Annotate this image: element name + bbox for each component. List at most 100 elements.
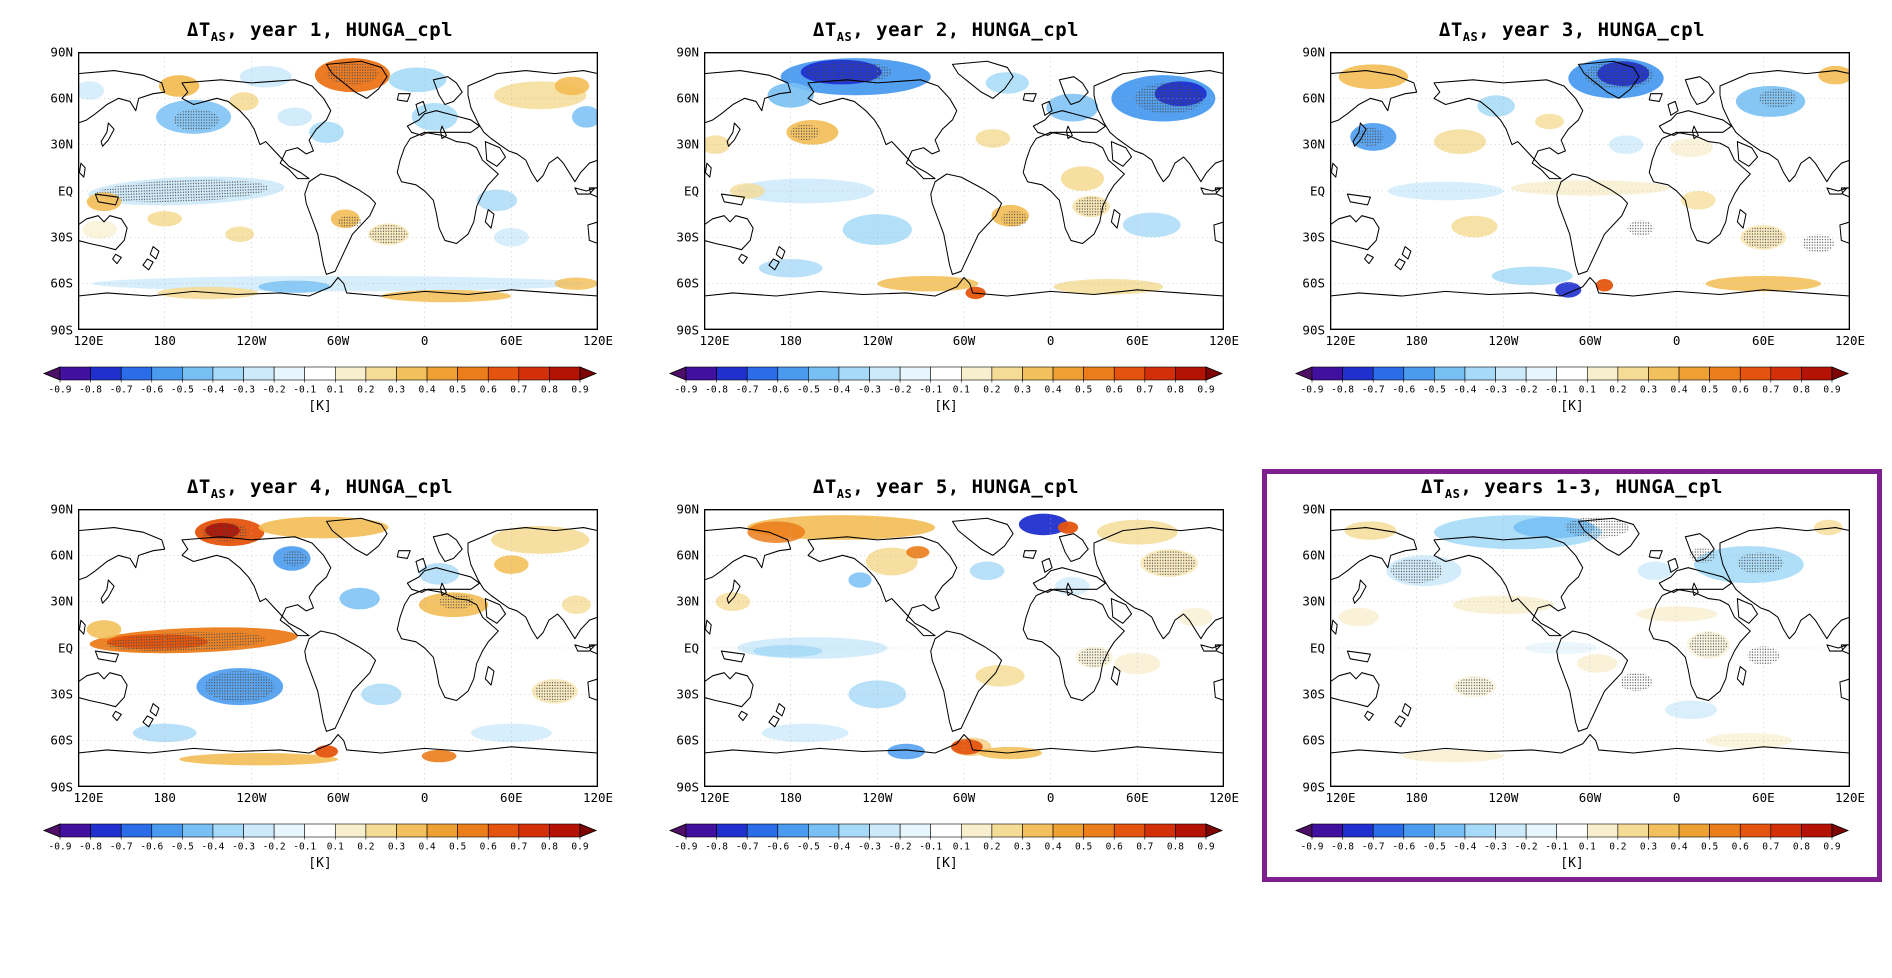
colorbar-arrow-right [1831,366,1850,381]
colorbar-segment [549,823,581,837]
anomaly-region [951,738,983,755]
lat-tick-label: 60S [1302,275,1325,291]
anomaly-region [1510,179,1670,196]
colorbar-segment [746,823,779,837]
lon-tick-label: 60E [1126,789,1149,805]
anomaly-region [1338,64,1408,89]
colorbar-segment [487,823,520,837]
panel-title: ΔTAS, year 2, HUNGA_cpl [813,19,1079,44]
map-frame [78,51,598,330]
lat-tick-label: EQ [57,640,73,656]
lat-tick-label: 60N [676,90,699,106]
map-block: 90N 60N 30N EQ 30S 60S 90S 120E 180 120W 60W 0 60E 1… [40,501,613,811]
colorbar-segment [1083,823,1115,837]
anomaly-region [1608,135,1644,154]
lat-axis: 90N 60N 30N EQ 30S 60S 90S [40,44,76,337]
anomaly-region [767,82,814,108]
lon-tick-label: 120W [1488,789,1519,805]
lon-tick-label: 180 [1405,789,1428,805]
colorbar-tick-label: 0.9 [571,841,588,852]
colorbar-segment [1052,823,1084,837]
colorbar-segment [457,366,489,381]
colorbar-segment [1495,366,1527,381]
anomaly-region [86,619,122,639]
colorbar-segment [1525,366,1558,381]
lon-tick-label: 180 [1405,332,1428,348]
colorbar-segment [457,823,489,837]
colorbar-arrow-right [1205,822,1224,838]
world-map [1330,508,1850,787]
colorbar-arrow-left [42,822,61,838]
lon-tick-label: 120W [1488,332,1519,348]
lat-tick-label: 90S [50,779,73,795]
lon-tick-label: 120W [236,789,267,805]
colorbar-segment [746,366,779,381]
grid-lines [704,51,1224,330]
unit-label: [K] [308,398,332,414]
lon-tick-label: 60W [326,332,350,348]
lat-tick-label: 30S [50,686,73,702]
colorbar-tick-label: 0.5 [1075,384,1092,395]
colorbar-segment [899,366,932,381]
lon-tick-label: 120E [1834,332,1866,348]
colorbar-segment [1113,823,1146,837]
anomaly-region [761,723,849,742]
lon-tick-label: 120E [1325,332,1356,348]
anomaly-region [1451,215,1498,238]
colorbar-tick-label: -0.5 [1423,384,1446,395]
colorbar-tick-label: -0.7 [1362,384,1385,395]
colorbar-segment [1175,366,1207,381]
colorbar-tick-label: 0.2 [1609,384,1626,395]
significance-stipple [1627,220,1654,236]
lon-tick-label: 60E [500,332,523,348]
map-block: 90N 60N 30N EQ 30S 60S 90S 120E 180 120W 60W 0 60E 1… [1292,44,1865,354]
anomaly-region [1434,129,1486,154]
colorbar-tick-label: 0.9 [1197,384,1214,395]
colorbar-tick-label: -0.2 [1515,384,1538,395]
colorbar-arrow-left [1294,822,1313,838]
lon-tick-label: 0 [1672,332,1681,348]
colorbar-segment [1648,823,1680,837]
unit-label: [K] [934,398,958,414]
colorbar-arrow-left [1294,366,1313,381]
colorbar-segment [1342,823,1374,837]
colorbar-tick-label: 0.2 [357,841,374,852]
colorbar-segment [1434,366,1466,381]
colorbar-tick-label: 0.1 [953,384,970,395]
lon-axis: 120E 180 120W 60W 0 60E 120E [1325,788,1865,808]
colorbar-tick-label: -0.9 [675,384,698,395]
significance-stipple [1584,61,1654,89]
anomaly-region [969,561,1005,580]
anomaly-region [1525,641,1598,654]
anomaly-region [314,744,338,758]
anomaly-layer [86,516,591,765]
colorbar-segment [518,366,550,381]
lat-tick-label: 60S [676,732,699,748]
lon-tick-label: 180 [779,789,802,805]
colorbar-tick-label: -0.3 [858,384,881,395]
colorbar-segment [1403,366,1435,381]
colorbar-segment [960,366,993,381]
anomaly-region [339,587,380,609]
colorbar-segment [685,823,717,837]
colorbar-segment [716,366,748,381]
colorbar-tick-label: -0.9 [675,841,698,852]
colorbar-tick-label: 0.4 [1044,384,1061,395]
anomaly-region [1177,607,1213,626]
lat-tick-label: 90N [1302,501,1325,517]
lat-tick-label: 60N [1302,90,1325,106]
anomaly-layer [1338,57,1850,298]
significance-stipple [1134,82,1204,114]
colorbar-segment [1464,366,1496,381]
colorbar-tick-label: 0.7 [1762,384,1779,395]
anomaly-region [86,192,122,211]
lat-tick-label: EQ [57,183,73,199]
significance-stipple [1001,210,1028,227]
lon-tick-label: 0 [1046,332,1055,348]
anomaly-region [1705,732,1793,748]
colorbar-tick-label: 0.1 [953,841,970,852]
colorbar-segment [365,366,397,381]
anomaly-region [1636,605,1718,622]
lat-tick-label: 30S [676,686,699,702]
significance-stipple [1078,647,1110,667]
